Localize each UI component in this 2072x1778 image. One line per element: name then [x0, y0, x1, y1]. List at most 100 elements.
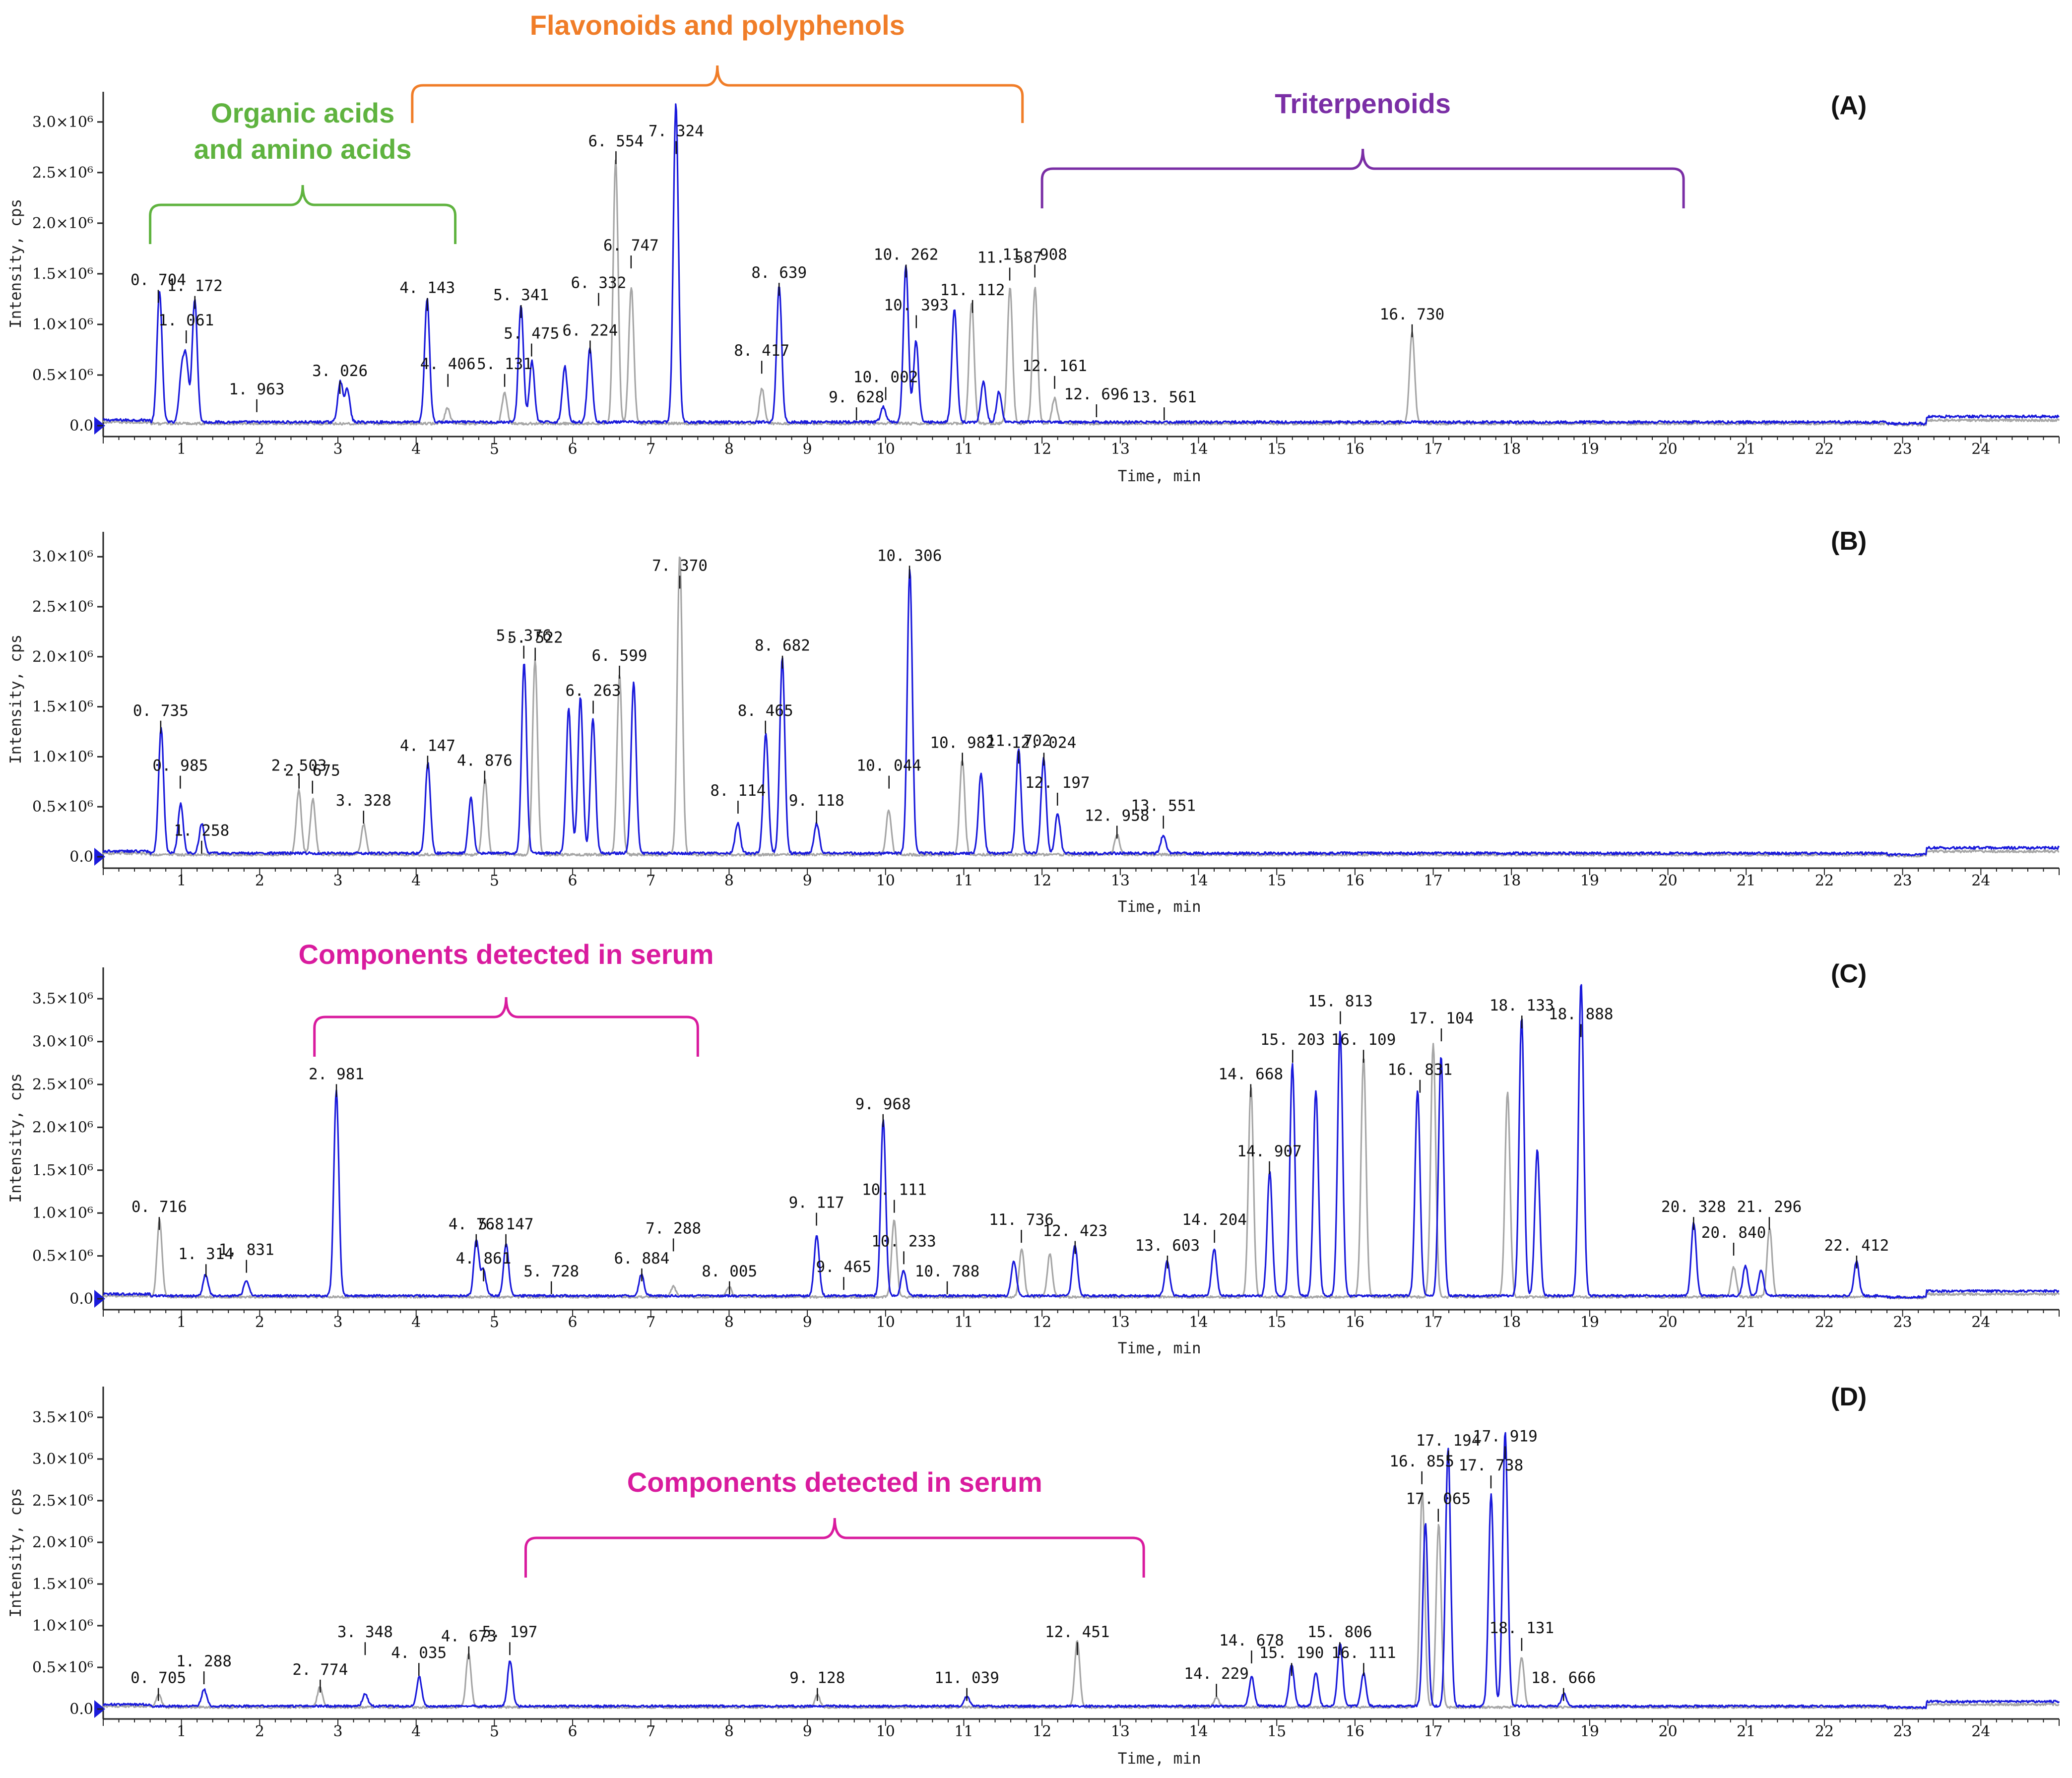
x-tick-label: 3 — [333, 1723, 342, 1740]
y-tick-label: 1.0×10⁶ — [32, 1617, 93, 1635]
peak-retention-label: 1. 172 — [167, 277, 223, 295]
x-tick-label: 10 — [876, 872, 895, 889]
x-tick-label: 22 — [1815, 1723, 1834, 1740]
x-tick-label: 15 — [1267, 872, 1286, 889]
peak-retention-label: 11. 112 — [940, 281, 1005, 299]
peak-retention-label: 9. 465 — [816, 1258, 871, 1276]
chromatogram-panel: 0.0 0.5×10⁶ 1.0×10⁶ 1.5×10⁶ 2.0×10⁶ 2.5×10⁶ 3.… — [7, 1383, 2060, 1768]
x-tick-label: 1 — [177, 1314, 186, 1331]
x-tick-label: 15 — [1267, 1723, 1286, 1740]
x-tick-label: 19 — [1580, 872, 1599, 889]
peak-retention-label: 5. 197 — [482, 1623, 537, 1641]
peak-retention-label: 1. 831 — [219, 1241, 274, 1259]
peak-retention-label: 2. 774 — [292, 1661, 348, 1679]
x-tick-label: 9 — [803, 872, 812, 889]
x-tick-label: 7 — [646, 441, 655, 458]
peak-retention-label: 10. 262 — [874, 246, 939, 263]
peak-retention-label: 7. 288 — [646, 1219, 701, 1237]
peak-retention-label: 5. 475 — [504, 325, 559, 343]
y-tick-label: 0.0 — [69, 417, 93, 435]
x-tick-label: 14 — [1189, 1314, 1208, 1331]
x-tick-label: 19 — [1580, 1314, 1599, 1331]
x-tick-label: 9 — [803, 441, 812, 458]
x-tick-label: 21 — [1737, 872, 1755, 889]
x-tick-label: 22 — [1815, 872, 1834, 889]
y-tick-label: 1.0×10⁶ — [32, 1205, 93, 1222]
peak-retention-label: 11. 702 — [986, 732, 1051, 750]
peak-retention-label: 5. 522 — [508, 629, 563, 647]
x-tick-label: 15 — [1267, 441, 1286, 458]
x-tick-label: 7 — [646, 1314, 655, 1331]
chromatogram-trace-blue — [103, 984, 2060, 1299]
chromatogram-trace-gray — [103, 1043, 2060, 1300]
x-tick-label: 18 — [1502, 441, 1521, 458]
x-tick-label: 1 — [177, 441, 186, 458]
peak-retention-label: 17. 104 — [1409, 1010, 1474, 1027]
peak-retention-label: 6. 599 — [592, 647, 648, 665]
x-tick-label: 6 — [568, 441, 578, 458]
x-tick-label: 13 — [1111, 1314, 1130, 1331]
x-tick-label: 14 — [1189, 1723, 1208, 1740]
peak-retention-label: 8. 114 — [710, 782, 766, 800]
peak-retention-label: 1. 963 — [229, 381, 285, 398]
peak-retention-label: 10. 788 — [915, 1263, 980, 1280]
peak-retention-label: 14. 204 — [1182, 1211, 1247, 1229]
peak-retention-label: 0. 704 — [130, 271, 186, 289]
x-tick-label: 5 — [490, 1314, 499, 1331]
x-tick-label: 5 — [490, 872, 499, 889]
x-tick-label: 6 — [568, 872, 578, 889]
peak-retention-label: 16. 831 — [1388, 1061, 1453, 1079]
x-tick-label: 10 — [876, 1723, 895, 1740]
peak-retention-label: 12. 451 — [1045, 1623, 1110, 1641]
x-tick-label: 4 — [411, 1314, 421, 1331]
x-tick-label: 4 — [411, 872, 421, 889]
region-label: Flavonoids and polyphenols — [530, 9, 905, 41]
x-axis-title: Time, min — [1118, 467, 1201, 485]
y-tick-label: 1.5×10⁶ — [32, 265, 93, 283]
y-axis-title: Intensity, cps — [7, 199, 25, 328]
x-tick-label: 1 — [177, 1723, 186, 1740]
peak-retention-label: 9. 628 — [829, 388, 884, 406]
peak-retention-label: 12. 423 — [1043, 1222, 1108, 1240]
x-axis-title: Time, min — [1118, 898, 1201, 916]
x-tick-label: 7 — [646, 872, 655, 889]
peak-retention-label: 16. 855 — [1389, 1453, 1454, 1470]
peak-retention-label: 9. 117 — [789, 1194, 844, 1212]
peak-retention-label: 11. 039 — [934, 1669, 999, 1687]
peak-retention-label: 0. 985 — [152, 757, 208, 775]
x-tick-label: 15 — [1267, 1314, 1286, 1331]
peak-retention-label: 14. 907 — [1237, 1143, 1302, 1160]
y-tick-label: 1.0×10⁶ — [32, 748, 93, 765]
x-tick-label: 11 — [954, 872, 973, 889]
peak-retention-label: 10. 002 — [853, 368, 918, 386]
y-tick-label: 0.5×10⁶ — [32, 1659, 93, 1676]
x-tick-label: 13 — [1111, 1723, 1130, 1740]
x-tick-label: 7 — [646, 1723, 655, 1740]
peak-retention-label: 15. 806 — [1307, 1623, 1372, 1641]
peak-retention-label: 18. 888 — [1549, 1005, 1614, 1023]
peak-retention-label: 21. 296 — [1737, 1198, 1802, 1216]
x-tick-label: 13 — [1111, 441, 1130, 458]
peak-retention-label: 3. 348 — [337, 1623, 393, 1641]
x-tick-label: 16 — [1346, 441, 1364, 458]
peak-retention-label: 17. 194 — [1416, 1432, 1481, 1450]
peak-retention-label: 2. 675 — [285, 762, 340, 780]
y-tick-label: 1.0×10⁶ — [32, 316, 93, 333]
x-tick-label: 20 — [1659, 872, 1678, 889]
y-axis-title: Intensity, cps — [7, 635, 25, 764]
y-tick-label: 0.0 — [69, 1290, 93, 1308]
region-bracket — [411, 65, 1024, 123]
x-tick-label: 24 — [1971, 441, 1990, 458]
peak-retention-label: 20. 328 — [1661, 1198, 1726, 1216]
peak-retention-label: 6. 884 — [614, 1250, 669, 1268]
x-tick-label: 12 — [1033, 441, 1051, 458]
x-tick-label: 2 — [255, 1723, 264, 1740]
peak-retention-label: 1. 061 — [158, 312, 214, 329]
peak-retention-label: 12. 024 — [1012, 734, 1077, 752]
y-tick-label: 3.0×10⁶ — [32, 1033, 93, 1051]
panel-label: (D) — [1831, 1383, 1867, 1411]
peak-retention-label: 16. 109 — [1331, 1031, 1396, 1049]
x-tick-label: 9 — [803, 1723, 812, 1740]
x-tick-label: 2 — [255, 441, 264, 458]
